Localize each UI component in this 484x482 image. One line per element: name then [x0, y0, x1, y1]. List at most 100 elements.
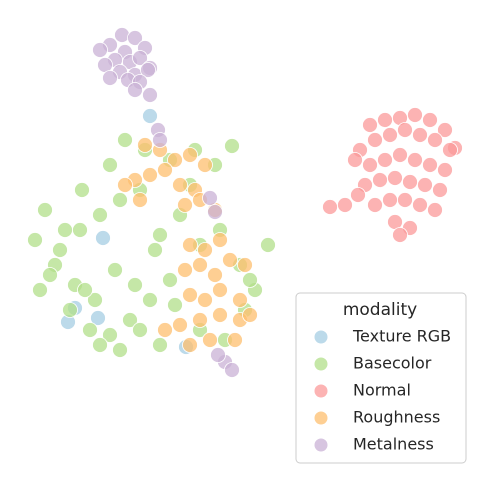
- point: [132, 50, 148, 66]
- point: [127, 277, 143, 293]
- point: [437, 122, 453, 138]
- point: [212, 282, 228, 298]
- point: [152, 227, 168, 243]
- point: [260, 237, 276, 253]
- point: [387, 170, 403, 186]
- point: [37, 202, 53, 218]
- point: [142, 292, 158, 308]
- point: [90, 310, 106, 326]
- point: [87, 292, 103, 308]
- point: [142, 108, 158, 124]
- point: [182, 287, 198, 303]
- point: [167, 297, 183, 313]
- point: [122, 312, 138, 328]
- legend-label: Roughness: [353, 408, 440, 427]
- point: [427, 132, 443, 148]
- legend-label: Texture RGB: [352, 327, 451, 346]
- legend-marker: [313, 410, 329, 426]
- point: [172, 317, 188, 333]
- point: [102, 157, 118, 173]
- point: [52, 242, 68, 258]
- point: [197, 292, 213, 308]
- legend-title: modality: [343, 300, 417, 320]
- point: [437, 162, 453, 178]
- point: [362, 117, 378, 133]
- point: [427, 202, 443, 218]
- point: [112, 342, 128, 358]
- point: [417, 177, 433, 193]
- point: [92, 337, 108, 353]
- point: [182, 337, 198, 353]
- point: [117, 177, 133, 193]
- point: [127, 82, 143, 98]
- point: [367, 132, 383, 148]
- point: [142, 87, 158, 103]
- point: [192, 312, 208, 328]
- legend-marker: [313, 383, 329, 399]
- point: [74, 182, 90, 198]
- point: [137, 137, 153, 153]
- point: [92, 42, 108, 58]
- point: [227, 332, 243, 348]
- point: [140, 62, 156, 78]
- point: [392, 147, 408, 163]
- point: [237, 257, 253, 273]
- point: [102, 70, 118, 86]
- point: [172, 177, 188, 193]
- point: [147, 242, 163, 258]
- point: [232, 292, 248, 308]
- point: [32, 282, 48, 298]
- point: [182, 237, 198, 253]
- point: [62, 302, 78, 318]
- point: [392, 227, 408, 243]
- point: [77, 282, 93, 298]
- point: [442, 142, 458, 158]
- point: [377, 112, 393, 128]
- point: [102, 327, 118, 343]
- point: [407, 107, 423, 123]
- point: [167, 152, 183, 168]
- point: [92, 207, 108, 223]
- point: [362, 157, 378, 173]
- point: [407, 152, 423, 168]
- point: [117, 132, 133, 148]
- point: [132, 192, 148, 208]
- point: [127, 30, 143, 46]
- point: [337, 197, 353, 213]
- point: [162, 272, 178, 288]
- point: [412, 127, 428, 143]
- point: [157, 322, 173, 338]
- point: [107, 262, 123, 278]
- point: [242, 272, 258, 288]
- point: [347, 152, 363, 168]
- point: [182, 147, 198, 163]
- point: [422, 157, 438, 173]
- point: [132, 322, 148, 338]
- point: [210, 347, 226, 363]
- point: [197, 242, 213, 258]
- point: [372, 172, 388, 188]
- point: [422, 112, 438, 128]
- legend-marker: [313, 329, 329, 345]
- point: [95, 230, 111, 246]
- point: [367, 197, 383, 213]
- point: [152, 132, 168, 148]
- point: [212, 232, 228, 248]
- legend-box: [295, 292, 467, 464]
- legend-label: Normal: [353, 381, 411, 400]
- point: [242, 307, 258, 323]
- point: [432, 182, 448, 198]
- point: [192, 257, 208, 273]
- points: [27, 27, 463, 378]
- point: [377, 152, 393, 168]
- point: [202, 332, 218, 348]
- point: [114, 27, 130, 43]
- point: [412, 197, 428, 213]
- point: [397, 192, 413, 208]
- point: [72, 222, 88, 238]
- point: [397, 122, 413, 138]
- point: [224, 362, 240, 378]
- point: [57, 222, 73, 238]
- point: [207, 267, 223, 283]
